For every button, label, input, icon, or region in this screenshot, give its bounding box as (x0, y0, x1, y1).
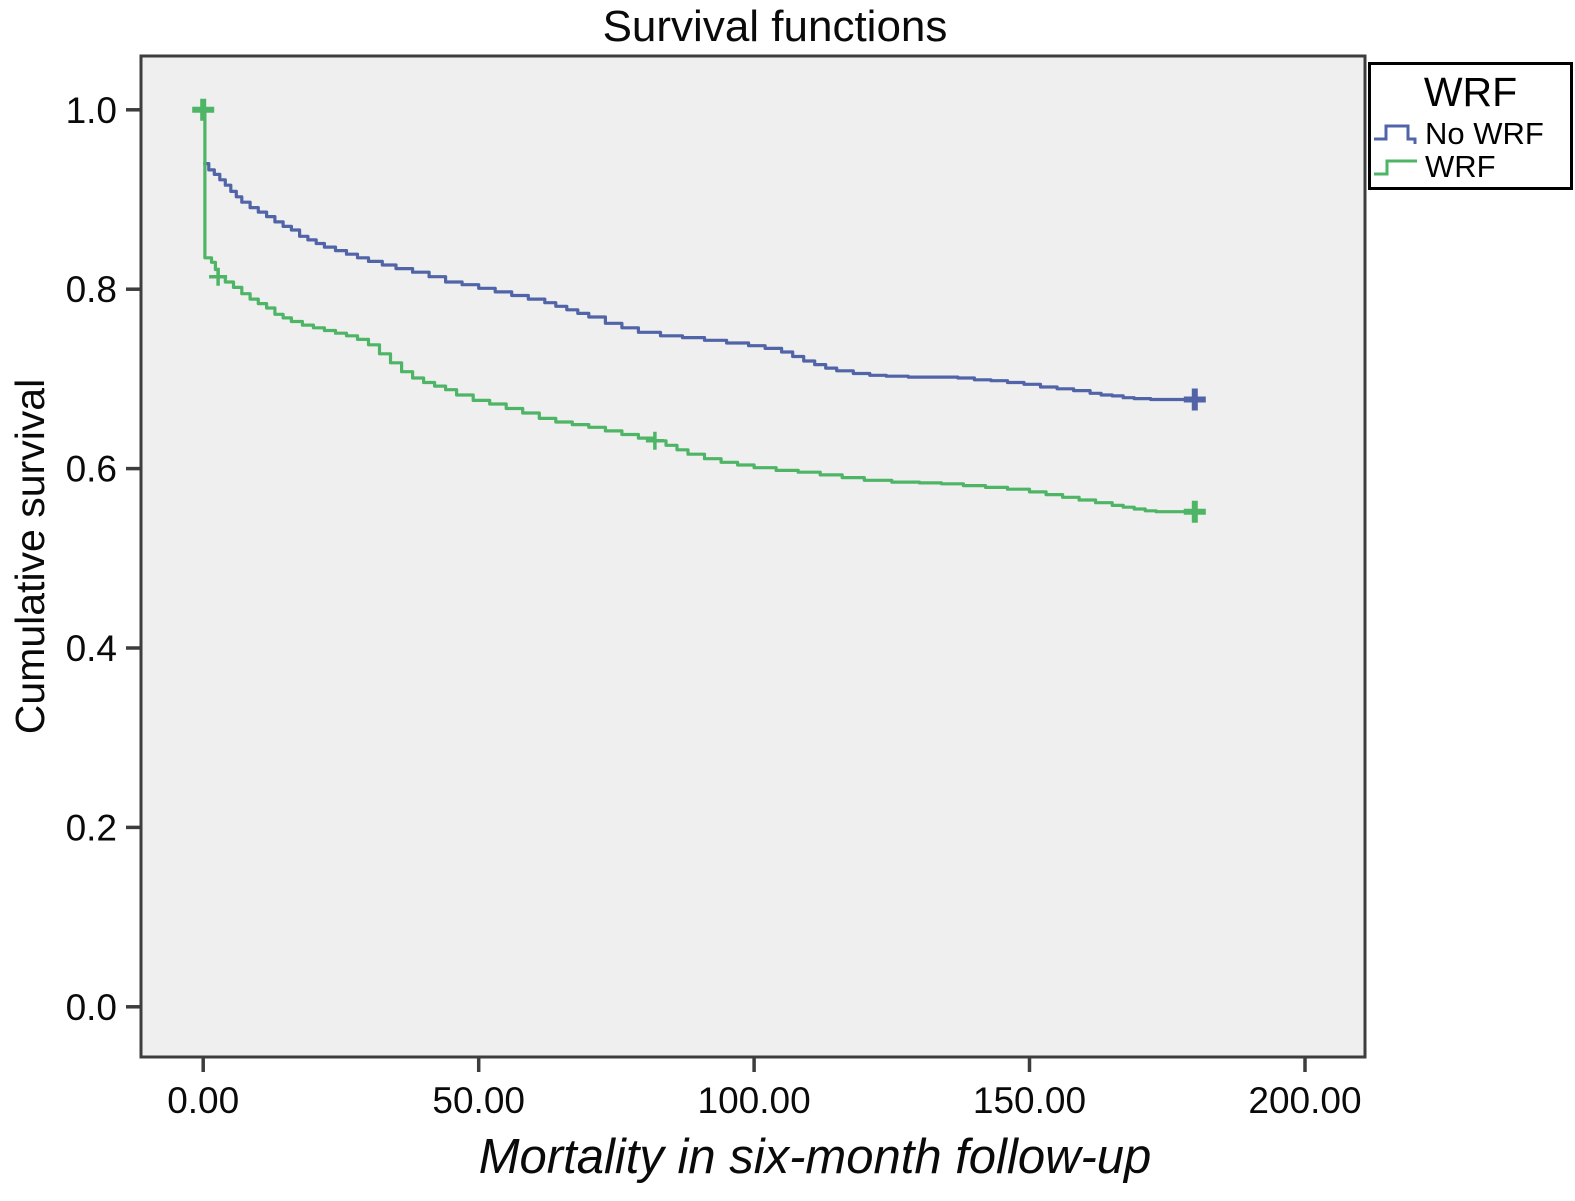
censor-mark-wrf (209, 267, 228, 286)
x-tick-label: 150.00 (973, 1080, 1086, 1121)
x-tick-label: 100.00 (698, 1080, 811, 1121)
legend-entry-wrf: WRF (1371, 148, 1570, 184)
step-line-icon-no-wrf (1374, 124, 1417, 144)
y-tick-label: 0.0 (66, 987, 117, 1028)
x-tick-label: 0.00 (167, 1080, 239, 1121)
plot-background (141, 56, 1365, 1057)
censor-mark-wrf (1183, 500, 1206, 523)
censor-mark-no-wrf (1183, 388, 1206, 411)
y-tick-label: 0.6 (66, 449, 117, 490)
censor-mark-wrf (645, 431, 664, 450)
y-tick-label: 0.4 (66, 628, 117, 669)
y-axis-label: Cumulative survival (0, 56, 62, 1057)
survival-curve-no-wrf (203, 162, 1195, 402)
x-axis-label: Mortality in six-month follow-up (478, 1130, 1152, 1184)
legend-entry-no-wrf: No WRF (1371, 115, 1570, 151)
step-line-path (1374, 124, 1417, 144)
y-tick-label: 1.0 (66, 90, 117, 131)
censor-mark-wrf (192, 98, 215, 121)
y-tick-label: 0.8 (66, 269, 117, 310)
x-tick-label: 50.00 (432, 1080, 525, 1121)
legend-entry-label: WRF (1425, 148, 1496, 184)
legend-box: WRF No WRF WRF (1368, 62, 1573, 190)
y-axis-label-text: Cumulative survival (7, 378, 54, 735)
survival-curve-wrf (203, 108, 1195, 514)
x-tick-label: 200.00 (1248, 1080, 1361, 1121)
step-line-path (1374, 159, 1417, 175)
chart-title: Survival functions (602, 2, 948, 51)
legend-entry-label: No WRF (1425, 115, 1544, 151)
y-tick-label: 0.2 (66, 807, 117, 848)
step-line-icon-wrf (1374, 159, 1417, 175)
legend-title: WRF (1423, 69, 1518, 115)
plot-border (139, 54, 1367, 1059)
